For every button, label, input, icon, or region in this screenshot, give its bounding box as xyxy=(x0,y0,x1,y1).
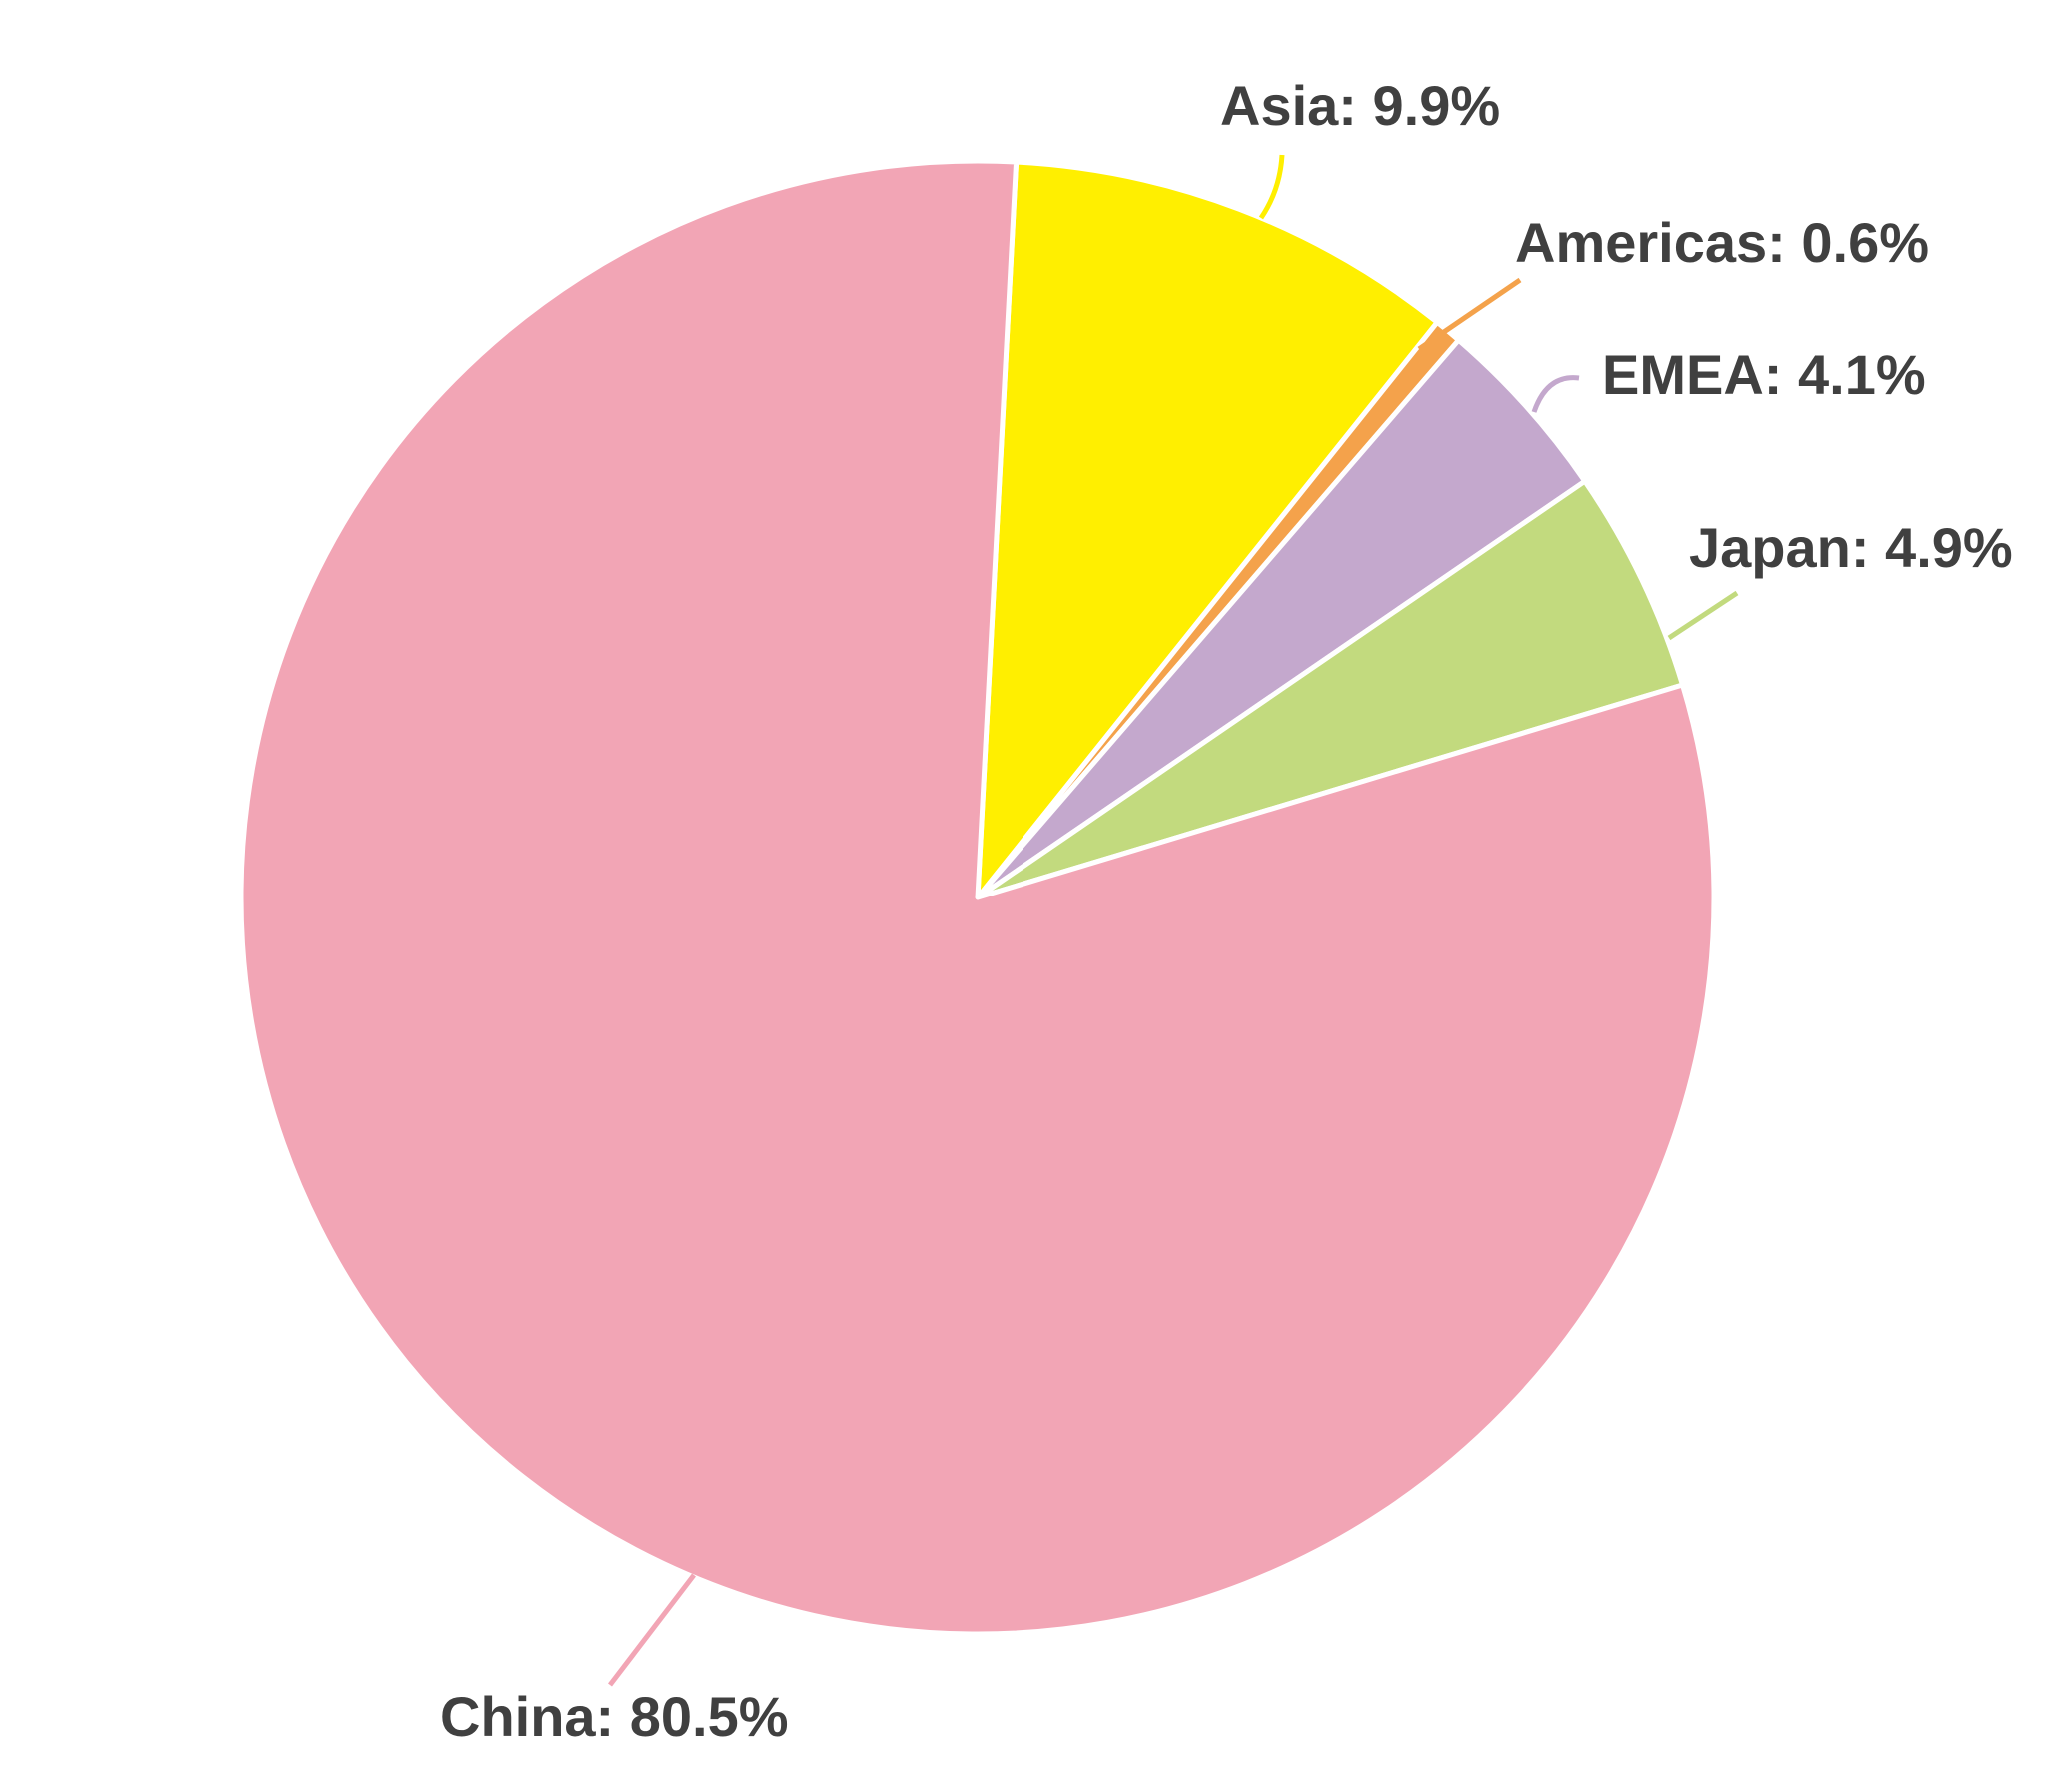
pie-slice-china xyxy=(238,158,1717,1637)
slice-label-japan: Japan: 4.9% xyxy=(1689,516,2013,579)
pie-slice-japan xyxy=(975,478,1686,900)
leader-lines-layer xyxy=(608,154,1739,1687)
leader-line-americas xyxy=(1417,277,1522,352)
leader-line-asia xyxy=(1258,154,1285,220)
slice-label-emea: EMEA: 4.1% xyxy=(1602,343,1926,406)
slices-layer xyxy=(238,158,1717,1637)
slice-label-asia: Asia: 9.9% xyxy=(1220,74,1500,137)
slice-label-americas: Americas: 0.6% xyxy=(1515,211,1929,274)
leader-line-china xyxy=(608,1573,696,1687)
pie-slice-emea xyxy=(975,337,1588,900)
leader-line-japan xyxy=(1667,590,1739,641)
leader-line-emea xyxy=(1531,375,1580,413)
pie-slice-asia xyxy=(975,159,1440,900)
slice-label-china: China: 80.5% xyxy=(440,1685,789,1748)
labels-layer: Asia: 9.9% Americas: 0.6% EMEA: 4.1% Japan:… xyxy=(440,74,2013,1748)
